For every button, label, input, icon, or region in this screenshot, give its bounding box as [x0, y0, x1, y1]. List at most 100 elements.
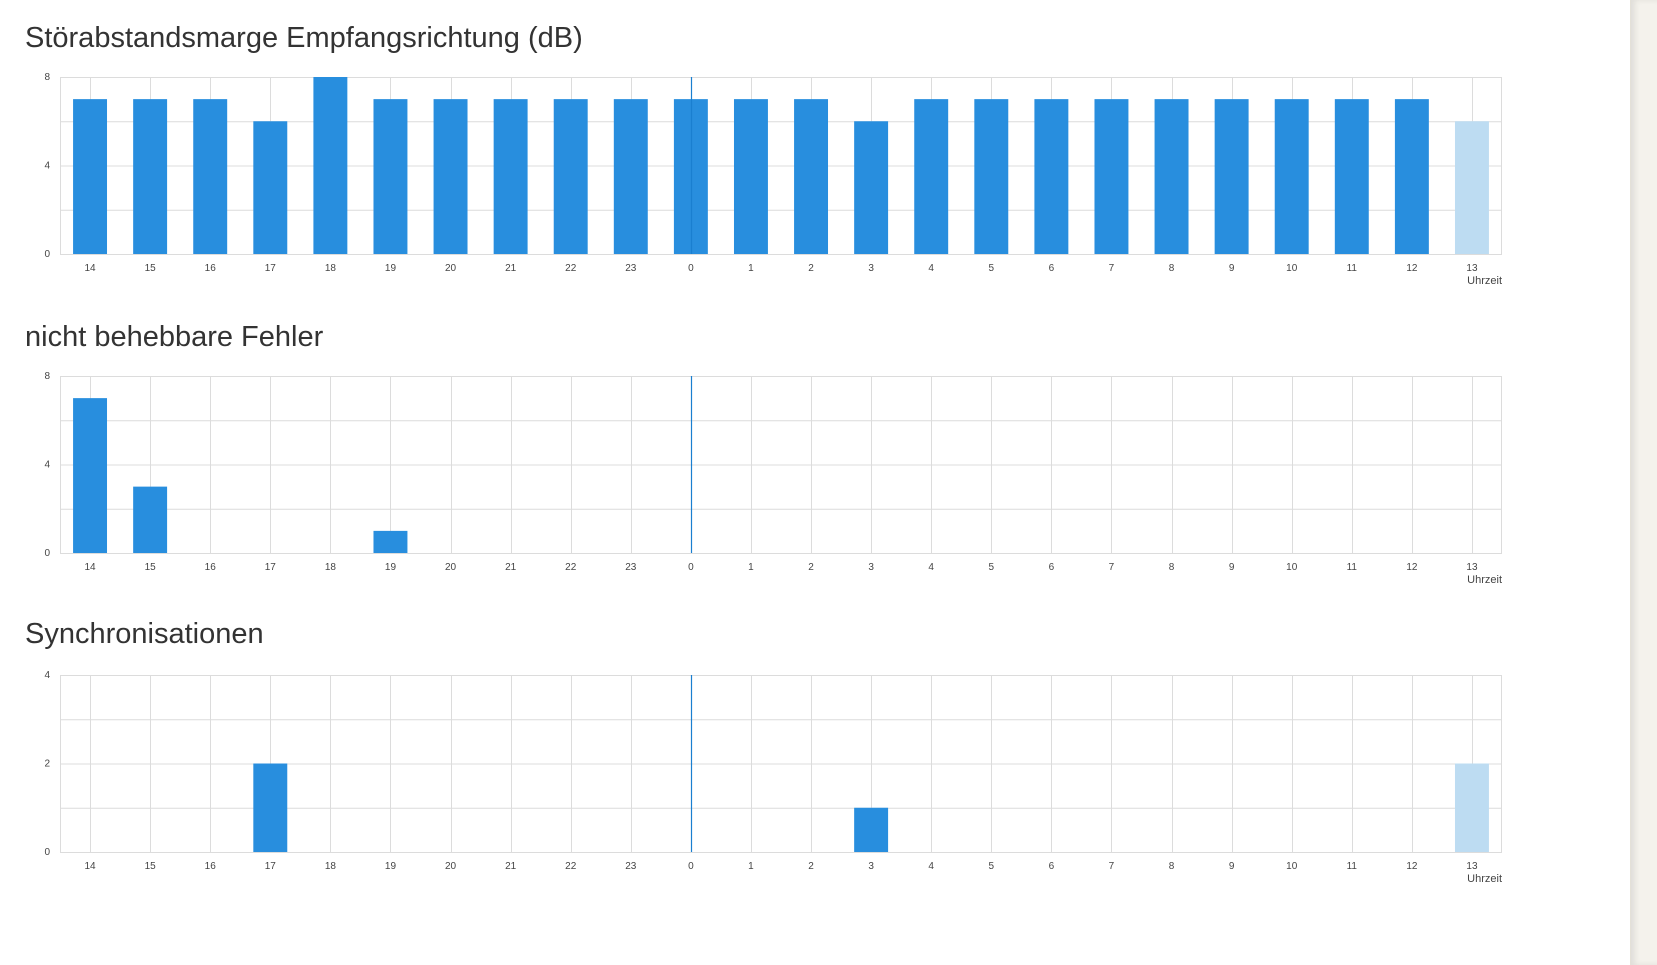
- x-tick-label: 19: [385, 263, 397, 274]
- y-tick-label: 2: [44, 759, 50, 770]
- x-tick-label: 9: [1229, 861, 1235, 872]
- x-tick-label: 0: [688, 861, 694, 872]
- x-tick-label: 14: [84, 263, 96, 274]
- x-tick-label: 23: [625, 861, 637, 872]
- y-tick-label: 4: [44, 670, 50, 681]
- x-tick-label: 12: [1406, 562, 1418, 573]
- x-tick-label: 21: [505, 562, 517, 573]
- x-tick-label: 18: [325, 861, 337, 872]
- bar-19: [373, 530, 408, 553]
- chart-title: Synchronisationen: [25, 618, 264, 650]
- x-tick-label: 15: [145, 562, 157, 573]
- x-tick-label: 2: [808, 263, 814, 274]
- x-tick-label: 9: [1229, 562, 1235, 573]
- bar-8: [1154, 99, 1189, 254]
- x-axis-label: Uhrzeit: [1467, 275, 1502, 287]
- bar-7: [1094, 99, 1129, 254]
- x-tick-label: 0: [688, 562, 694, 573]
- bar-4: [914, 99, 949, 254]
- y-tick-label: 0: [44, 548, 50, 559]
- bar-23: [613, 99, 648, 254]
- x-tick-label: 10: [1286, 263, 1298, 274]
- x-tick-label: 11: [1347, 263, 1358, 274]
- x-tick-label: 8: [1169, 263, 1175, 274]
- x-tick-label: 6: [1049, 263, 1055, 274]
- bar-21: [493, 99, 528, 254]
- bar-0: [673, 99, 708, 254]
- bar-1: [733, 99, 768, 254]
- x-tick-label: 13: [1466, 263, 1478, 274]
- x-tick-label: 20: [445, 861, 457, 872]
- bar-17: [253, 763, 288, 852]
- x-tick-label: 22: [565, 562, 577, 573]
- x-tick-label: 1: [748, 562, 754, 573]
- x-axis-label: Uhrzeit: [1467, 574, 1502, 586]
- chart-title: nicht behebbare Fehler: [25, 321, 324, 353]
- x-tick-label: 13: [1466, 562, 1478, 573]
- bar-2: [794, 99, 829, 254]
- y-tick-label: 8: [44, 72, 50, 83]
- y-tick-label: 0: [44, 249, 50, 260]
- x-tick-label: 9: [1229, 263, 1235, 274]
- x-tick-label: 5: [989, 562, 995, 573]
- x-tick-label: 10: [1286, 562, 1298, 573]
- x-tick-label: 3: [868, 861, 874, 872]
- x-tick-label: 3: [868, 263, 874, 274]
- bar-5: [974, 99, 1009, 254]
- y-tick-label: 4: [44, 460, 50, 471]
- x-tick-label: 3: [868, 562, 874, 573]
- x-tick-label: 17: [265, 263, 277, 274]
- x-tick-label: 16: [205, 263, 217, 274]
- bar-10: [1274, 99, 1309, 254]
- plot-frame: [60, 675, 1502, 853]
- x-tick-label: 21: [505, 263, 517, 274]
- bar-22: [553, 99, 588, 254]
- x-tick-label: 23: [625, 263, 637, 274]
- bar-18: [313, 77, 348, 254]
- x-tick-label: 21: [505, 861, 517, 872]
- bar-16: [193, 99, 228, 254]
- bar-11: [1334, 99, 1369, 254]
- x-tick-label: 0: [688, 263, 694, 274]
- bar-6: [1034, 99, 1069, 254]
- x-tick-label: 2: [808, 861, 814, 872]
- bar-15: [133, 486, 168, 553]
- x-tick-label: 11: [1347, 562, 1358, 573]
- x-tick-label: 4: [928, 861, 934, 872]
- bar-19: [373, 99, 408, 254]
- x-tick-label: 4: [928, 562, 934, 573]
- x-tick-label: 23: [625, 562, 637, 573]
- x-tick-label: 7: [1109, 562, 1115, 573]
- x-tick-label: 6: [1049, 562, 1055, 573]
- x-tick-label: 17: [265, 861, 277, 872]
- x-tick-label: 22: [565, 263, 577, 274]
- plot-frame: [60, 376, 1502, 554]
- x-tick-label: 12: [1406, 861, 1418, 872]
- x-tick-label: 20: [445, 562, 457, 573]
- x-tick-label: 19: [385, 861, 397, 872]
- bar-13: [1454, 763, 1489, 852]
- bar-20: [433, 99, 468, 254]
- bar-3: [854, 807, 889, 852]
- x-tick-label: 18: [325, 562, 337, 573]
- bar-15: [133, 99, 168, 254]
- bar-13: [1454, 121, 1489, 254]
- x-tick-label: 6: [1049, 861, 1055, 872]
- x-tick-label: 17: [265, 562, 277, 573]
- y-tick-label: 0: [44, 847, 50, 858]
- x-tick-label: 1: [748, 263, 754, 274]
- x-tick-label: 10: [1286, 861, 1298, 872]
- bar-14: [73, 99, 108, 254]
- x-tick-label: 20: [445, 263, 457, 274]
- x-tick-label: 8: [1169, 861, 1175, 872]
- x-tick-label: 22: [565, 861, 577, 872]
- x-tick-label: 14: [84, 562, 96, 573]
- bar-3: [854, 121, 889, 254]
- page-edge-shadow: [1630, 0, 1657, 965]
- x-tick-label: 15: [145, 263, 157, 274]
